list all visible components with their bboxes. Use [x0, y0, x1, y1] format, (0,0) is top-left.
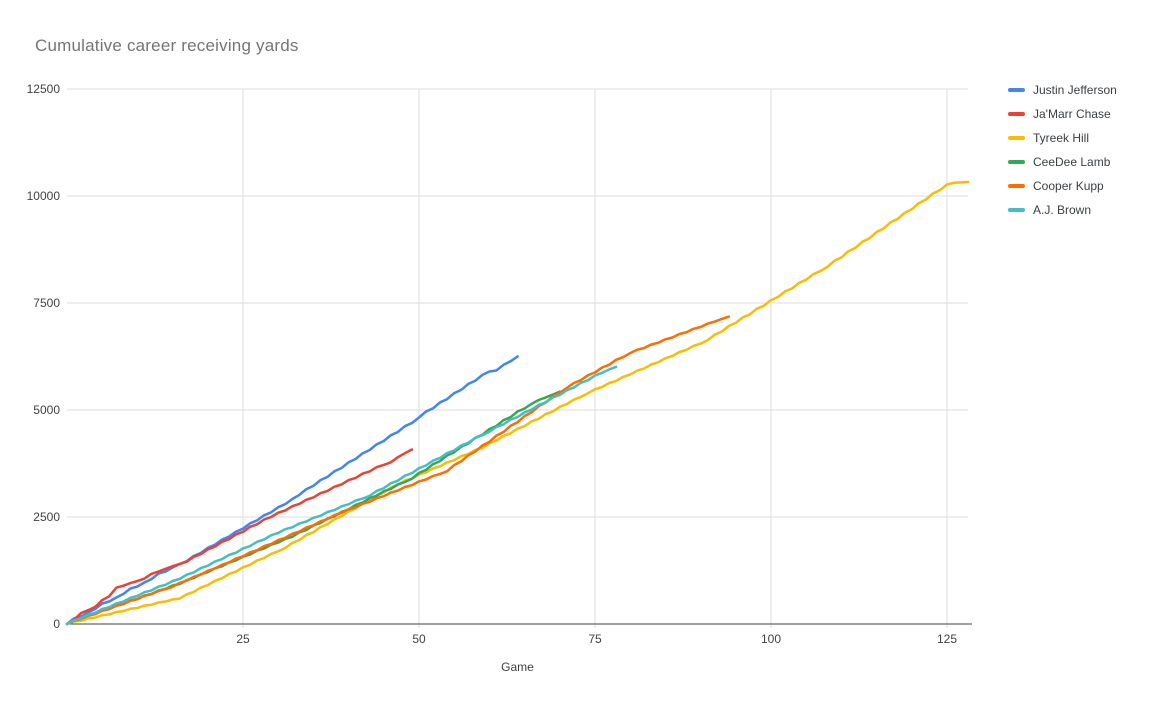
x-tick-label: 100 [761, 632, 781, 646]
legend-item-justin-jefferson: Justin Jefferson [1008, 78, 1117, 102]
legend-item-tyreek-hill: Tyreek Hill [1008, 126, 1117, 150]
legend-label: Cooper Kupp [1033, 179, 1104, 193]
series-line-cooper-kupp[interactable] [65, 315, 731, 626]
series-line-a-j-brown[interactable] [65, 365, 618, 626]
legend-item-cooper-kupp: Cooper Kupp [1008, 174, 1117, 198]
legend-swatch-icon [1008, 184, 1025, 188]
legend-swatch-icon [1008, 88, 1025, 92]
legend-label: Tyreek Hill [1033, 131, 1090, 145]
x-tick-label: 75 [588, 632, 602, 646]
legend-label: Ja'Marr Chase [1033, 107, 1111, 121]
series-line-tyreek-hill[interactable] [65, 180, 970, 626]
x-axis-title: Game [501, 660, 534, 674]
y-tick-label: 5000 [33, 403, 60, 417]
series-line-ceedee-lamb[interactable] [65, 390, 562, 626]
series-line-ja-marr-chase[interactable] [65, 448, 414, 626]
y-tick-label: 12500 [27, 82, 61, 96]
y-tick-label: 0 [53, 617, 60, 631]
legend-label: A.J. Brown [1033, 203, 1092, 217]
x-tick-label: 50 [412, 632, 426, 646]
legend-swatch-icon [1008, 112, 1025, 116]
series-line-justin-jefferson[interactable] [65, 355, 519, 626]
legend-item-aj-brown: A.J. Brown [1008, 198, 1117, 222]
legend-swatch-icon [1008, 136, 1025, 140]
legend-item-jamarr-chase: Ja'Marr Chase [1008, 102, 1117, 126]
y-tick-label: 2500 [33, 510, 60, 524]
legend: Justin Jefferson Ja'Marr Chase Tyreek Hi… [1008, 78, 1117, 222]
legend-label: CeeDee Lamb [1033, 155, 1111, 169]
y-tick-label: 10000 [27, 189, 61, 203]
x-tick-label: 125 [937, 632, 957, 646]
y-tick-label: 7500 [33, 296, 60, 310]
legend-item-ceedee-lamb: CeeDee Lamb [1008, 150, 1117, 174]
chart-title: Cumulative career receiving yards [35, 36, 299, 55]
legend-label: Justin Jefferson [1033, 83, 1117, 97]
legend-swatch-icon [1008, 160, 1025, 164]
legend-swatch-icon [1008, 208, 1025, 212]
x-tick-label: 25 [236, 632, 250, 646]
